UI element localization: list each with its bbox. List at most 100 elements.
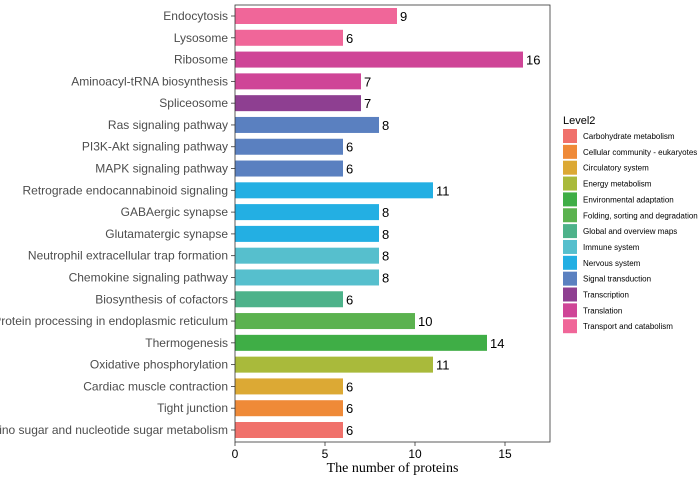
value-label: 8 (382, 270, 389, 285)
x-axis-title: The number of proteins (327, 461, 459, 476)
legend-swatch (563, 208, 577, 223)
value-label: 7 (364, 74, 371, 89)
category-label: Neutrophil extracellular trap formation (28, 249, 228, 263)
bar (235, 225, 379, 242)
category-label: Amino sugar and nucleotide sugar metabol… (0, 423, 228, 437)
bar (235, 182, 433, 199)
category-label: Oxidative phosphorylation (90, 358, 228, 372)
bar (235, 160, 343, 177)
legend-swatch (563, 192, 577, 207)
legend-swatch (563, 224, 577, 239)
category-label: Thermogenesis (145, 336, 228, 350)
legend-label: Carbohydrate metabolism (583, 132, 675, 141)
bar (235, 422, 343, 438)
bar (235, 247, 379, 264)
value-label: 6 (346, 379, 353, 394)
category-label: Protein processing in endoplasmic reticu… (0, 314, 228, 328)
legend-label: Environmental adaptation (583, 195, 674, 204)
value-label: 10 (418, 314, 432, 329)
category-labels: Endocytosis Lysosome Ribosome Aminoacyl-tRN… (0, 9, 235, 437)
bars-group (235, 8, 523, 438)
legend-swatch (563, 287, 577, 302)
x-axis: 0 5 10 15 (232, 442, 512, 461)
value-label: 8 (382, 227, 389, 242)
legend-label: Circulatory system (583, 164, 649, 173)
x-tick-label: 10 (408, 447, 422, 461)
bar (235, 116, 379, 133)
legend-label: Translation (583, 306, 622, 315)
value-label: 6 (346, 140, 353, 155)
x-tick-label: 5 (322, 447, 329, 461)
legend-swatch (563, 129, 577, 143)
value-label: 16 (526, 53, 540, 68)
legend-label: Global and overview maps (583, 227, 677, 236)
category-label: Lysosome (174, 31, 229, 45)
category-label: Endocytosis (163, 9, 228, 23)
value-label: 8 (382, 118, 389, 133)
legend-label: Immune system (583, 243, 640, 252)
legend-swatch (563, 239, 577, 254)
category-label: Ras signaling pathway (108, 118, 228, 132)
x-tick-label: 0 (232, 447, 239, 461)
legend-swatch (563, 144, 577, 159)
value-label: 14 (490, 336, 504, 351)
value-label: 7 (364, 96, 371, 111)
value-label: 8 (382, 205, 389, 220)
bar (235, 378, 343, 395)
legend-swatch (563, 160, 577, 175)
legend-items: Carbohydrate metabolism Cellular communit… (563, 129, 698, 334)
legend-swatch (563, 319, 577, 334)
bar (235, 400, 343, 417)
value-label: 11 (436, 358, 450, 373)
value-label: 9 (400, 9, 407, 24)
value-label: 8 (382, 249, 389, 264)
legend-label: Signal transduction (583, 275, 651, 284)
legend-swatch (563, 271, 577, 286)
category-label: Chemokine signaling pathway (69, 270, 228, 284)
value-label: 6 (346, 401, 353, 416)
category-label: GABAergic synapse (121, 205, 229, 219)
bar (235, 29, 343, 46)
bar (235, 356, 433, 373)
value-label: 11 (436, 183, 450, 198)
legend: Level2 Carbohydrate metabolism Cellular c… (563, 115, 698, 334)
value-label: 6 (346, 31, 353, 46)
category-label: Tight junction (157, 401, 228, 415)
legend-title: Level2 (563, 115, 595, 127)
category-label: Cardiac muscle contraction (83, 379, 228, 393)
bar (235, 8, 397, 24)
bar (235, 73, 361, 90)
value-label: 6 (346, 162, 353, 177)
category-label: Ribosome (174, 53, 228, 67)
category-label: Biosynthesis of cofactors (95, 292, 228, 306)
legend-swatch (563, 176, 577, 191)
x-tick-label: 15 (498, 447, 512, 461)
legend-label: Cellular community - eukaryotes (583, 148, 697, 157)
category-label: MAPK signaling pathway (95, 162, 228, 176)
bar (235, 313, 415, 330)
bar (235, 138, 343, 155)
bar (235, 95, 361, 112)
legend-label: Nervous system (583, 259, 641, 268)
bar (235, 51, 523, 68)
legend-swatch (563, 303, 577, 318)
bar (235, 334, 487, 351)
legend-label: Transport and catabolism (583, 322, 673, 331)
legend-swatch (563, 255, 577, 270)
bar (235, 204, 379, 221)
category-label: Aminoacyl-tRNA biosynthesis (71, 74, 228, 88)
plot-panel-border (234, 4, 551, 443)
value-label: 6 (346, 292, 353, 307)
legend-label: Transcription (583, 291, 629, 300)
legend-label: Folding, sorting and degradation (583, 211, 698, 220)
category-label: Spliceosome (159, 96, 228, 110)
legend-label: Energy metabolism (583, 180, 652, 189)
bar (235, 291, 343, 308)
bar (235, 269, 379, 286)
category-label: Retrograde endocannabinoid signaling (23, 183, 229, 197)
value-label: 6 (346, 423, 353, 438)
category-label: Glutamatergic synapse (105, 227, 228, 241)
category-label: PI3K-Akt signaling pathway (82, 140, 228, 154)
